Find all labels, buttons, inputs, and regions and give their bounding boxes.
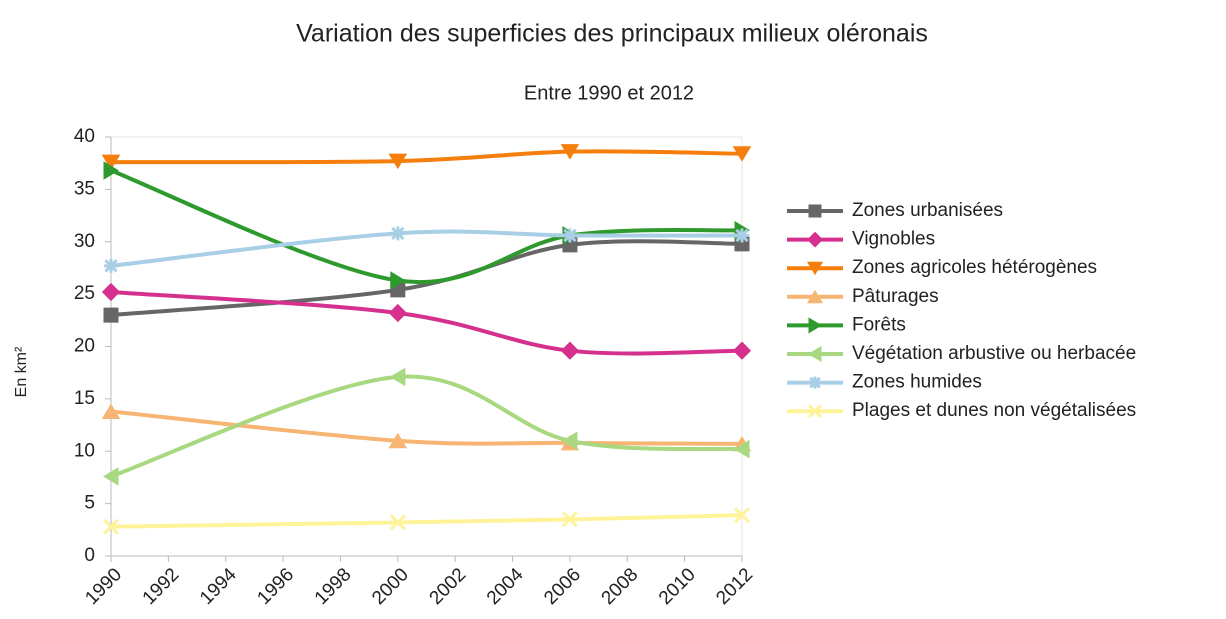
marker	[101, 282, 121, 302]
x-tick-label: 2006	[540, 564, 585, 609]
marker	[103, 161, 119, 180]
marker	[732, 341, 752, 360]
marker	[103, 467, 119, 486]
legend-marker	[808, 317, 822, 334]
series-line	[110, 168, 743, 284]
y-axis-label: En km²	[13, 346, 30, 397]
legend-marker	[806, 289, 824, 304]
marker	[734, 439, 750, 459]
marker	[560, 341, 580, 360]
x-tick-label: 1990	[81, 564, 126, 609]
chart-title: Variation des superficies des principaux…	[296, 20, 928, 48]
marker	[103, 307, 119, 323]
legend-label: Plages et dunes non végétalisées	[852, 400, 1136, 421]
y-tick-label: 5	[84, 493, 95, 514]
legend-label: Zones humides	[852, 372, 982, 393]
marker	[561, 431, 578, 451]
plot-frame	[110, 136, 743, 557]
legend-label: Zones agricoles hétérogènes	[852, 257, 1097, 278]
x-tick-label: 2010	[655, 564, 700, 609]
marker	[388, 303, 407, 323]
marker	[561, 511, 578, 528]
legend-marker	[806, 261, 824, 276]
series-line	[110, 290, 743, 356]
x-tick-label: 2008	[598, 564, 643, 609]
x-tick-label: 1992	[139, 564, 184, 609]
x-tick-label: 2012	[712, 564, 757, 609]
marker	[560, 144, 580, 160]
marker	[732, 146, 752, 162]
marker	[388, 153, 408, 170]
marker	[733, 507, 751, 524]
marker	[389, 514, 406, 531]
y-tick-label: 35	[74, 178, 95, 199]
series-line	[110, 149, 743, 165]
marker	[389, 367, 406, 387]
x-tick-label: 2004	[483, 564, 528, 609]
y-tick-label: 10	[74, 440, 95, 461]
legend-label: Forêts	[852, 314, 906, 335]
legend-label: Pâturages	[852, 286, 939, 307]
marker	[562, 228, 577, 243]
marker	[390, 271, 406, 290]
legend-marker	[809, 376, 821, 389]
legend-marker	[808, 345, 822, 363]
x-tick-label: 2002	[426, 564, 471, 609]
series-line	[110, 229, 743, 268]
series-line	[110, 409, 743, 446]
legend-label: Végétation arbustive ou herbacée	[852, 343, 1136, 364]
marker	[101, 154, 121, 171]
series-line	[110, 513, 743, 529]
y-tick-label: 40	[74, 126, 95, 147]
y-tick-label: 15	[74, 388, 95, 409]
legend-label: Zones urbanisées	[852, 200, 1003, 221]
marker	[735, 228, 749, 243]
y-tick-label: 0	[84, 545, 95, 566]
marker	[104, 258, 118, 273]
y-tick-label: 25	[74, 283, 95, 304]
x-tick-label: 1994	[196, 564, 241, 609]
marker	[101, 403, 121, 419]
x-tick-label: 1996	[253, 564, 298, 609]
marker	[388, 432, 408, 449]
x-tick-label: 1998	[311, 564, 356, 609]
legend-marker	[808, 204, 822, 218]
marker	[390, 226, 405, 241]
series-line	[110, 374, 743, 479]
legend-label: Vignobles	[852, 229, 935, 250]
x-tick-label: 2000	[368, 564, 413, 609]
legend-marker	[807, 231, 823, 248]
y-tick-label: 30	[74, 231, 95, 252]
y-tick-label: 20	[74, 336, 95, 357]
legend-marker	[807, 404, 823, 419]
marker	[102, 518, 120, 535]
chart-subtitle: Entre 1990 et 2012	[524, 82, 694, 104]
